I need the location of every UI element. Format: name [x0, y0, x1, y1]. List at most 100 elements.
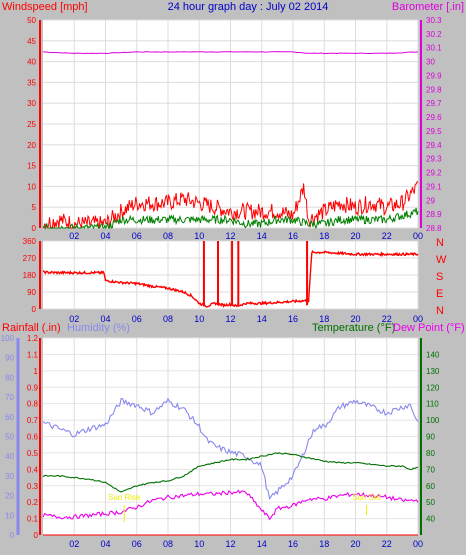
temperature-y-tick-label: 50 — [426, 498, 435, 507]
rain-y-tick-label: 0.7 — [27, 416, 39, 425]
humidity-y-tick-label: 20 — [5, 492, 14, 501]
wind-y-tick-label: 0 — [32, 224, 37, 233]
wind-y-tick-label: 25 — [27, 120, 36, 129]
humidity-y-tick-label: 40 — [5, 452, 14, 461]
wind-y-tick-label: 35 — [27, 78, 36, 87]
temperature-y-tick-label: 110 — [426, 400, 439, 409]
barometer-y-tick-label: 29.1 — [426, 182, 442, 191]
temp-x-tick-label: 18 — [319, 539, 329, 549]
temp-x-tick-label: 06 — [132, 539, 142, 549]
direction-y-tick-label: 270 — [23, 254, 37, 263]
rain-y-tick-label: 1.1 — [27, 350, 39, 359]
temperature-y-tick-label: 140 — [426, 350, 440, 359]
direction-x-tick-label: 08 — [163, 314, 173, 324]
wind-x-tick-label: 20 — [350, 231, 360, 241]
wind-x-tick-label: 10 — [194, 231, 204, 241]
rain-y-tick-label: 1.2 — [27, 334, 39, 343]
series-wind-direction — [42, 249, 419, 308]
direction-x-tick-label: 14 — [257, 314, 267, 324]
wind-y-tick-label: 10 — [27, 182, 36, 191]
rain-y-tick-label: 1 — [34, 367, 39, 376]
compass-label: S — [436, 271, 443, 283]
wind-y-tick-label: 45 — [27, 37, 36, 46]
dewpoint-axis-title: Dew Point (°F) — [393, 322, 465, 334]
compass-label: W — [436, 254, 447, 266]
barometer-y-tick-label: 29.5 — [426, 127, 442, 136]
barometer-y-tick-label: 30.3 — [426, 16, 442, 25]
humidity-y-tick-label: 30 — [5, 472, 14, 481]
sunrise-label: Sun Rise — [108, 493, 141, 502]
rain-y-tick-label: 0.3 — [27, 482, 39, 491]
wind-y-tick-label: 15 — [27, 162, 36, 171]
barometer-y-tick-label: 29 — [426, 196, 435, 205]
wind-x-tick-label: 02 — [69, 231, 79, 241]
wind-y-tick-label: 50 — [27, 16, 36, 25]
temp-x-tick-label: 22 — [382, 539, 392, 549]
direction-x-tick-label: 22 — [382, 314, 392, 324]
humidity-y-tick-label: 10 — [5, 511, 14, 520]
compass-label: N — [436, 237, 444, 249]
temperature-y-tick-label: 80 — [426, 449, 435, 458]
rainfall-axis-title: Rainfall (.in) — [2, 322, 61, 334]
barometer-y-tick-label: 29.2 — [426, 169, 442, 178]
wind-x-tick-label: 00 — [413, 231, 423, 241]
humidity-y-tick-label: 0 — [10, 531, 15, 540]
direction-y-tick-label: 180 — [23, 271, 37, 280]
rain-y-tick-label: 0.2 — [27, 498, 39, 507]
rain-y-tick-label: 0.9 — [27, 383, 39, 392]
barometer-y-tick-label: 30.1 — [426, 44, 442, 53]
barometer-y-tick-label: 29.7 — [426, 99, 442, 108]
temperature-y-tick-label: 120 — [426, 383, 440, 392]
temp-x-tick-label: 12 — [225, 539, 235, 549]
temp-x-tick-label: 20 — [350, 539, 360, 549]
direction-x-tick-label: 00 — [413, 314, 423, 324]
direction-x-tick-label: 20 — [350, 314, 360, 324]
barometer-axis-title: Barometer [.in] — [392, 1, 464, 13]
humidity-y-tick-label: 60 — [5, 413, 14, 422]
wind-x-tick-label: 06 — [132, 231, 142, 241]
series-temperature — [42, 452, 419, 493]
temperature-y-tick-label: 130 — [426, 367, 440, 376]
barometer-y-tick-label: 30.2 — [426, 30, 442, 39]
wind-x-tick-label: 22 — [382, 231, 392, 241]
wind-y-tick-label: 20 — [27, 141, 36, 150]
direction-x-tick-label: 06 — [132, 314, 142, 324]
barometer-y-tick-label: 29.8 — [426, 85, 442, 94]
humidity-y-tick-label: 100 — [1, 334, 15, 343]
humidity-y-tick-label: 80 — [5, 373, 14, 382]
temp-x-tick-label: 10 — [194, 539, 204, 549]
wind-y-tick-label: 5 — [32, 203, 37, 212]
wind-x-tick-label: 08 — [163, 231, 173, 241]
humidity-y-tick-label: 90 — [5, 354, 14, 363]
humidity-y-tick-label: 70 — [5, 393, 14, 402]
temperature-y-tick-label: 70 — [426, 465, 435, 474]
wind-x-tick-label: 14 — [257, 231, 267, 241]
direction-x-tick-label: 10 — [194, 314, 204, 324]
direction-y-tick-label: 90 — [27, 288, 36, 297]
series-dew-point — [42, 489, 419, 521]
direction-y-tick-label: 0 — [32, 305, 37, 314]
barometer-y-tick-label: 29.9 — [426, 71, 442, 80]
rain-y-tick-label: 0.5 — [27, 449, 39, 458]
wind-y-tick-label: 30 — [27, 99, 36, 108]
wind-x-tick-label: 18 — [319, 231, 329, 241]
barometer-y-tick-label: 29.3 — [426, 155, 442, 164]
temperature-y-tick-label: 90 — [426, 433, 435, 442]
barometer-y-tick-label: 28.9 — [426, 210, 442, 219]
direction-x-tick-label: 16 — [288, 314, 298, 324]
barometer-y-tick-label: 30 — [426, 58, 435, 67]
temp-x-tick-label: 16 — [288, 539, 298, 549]
wind-x-tick-label: 12 — [225, 231, 235, 241]
barometer-y-tick-label: 28.8 — [426, 224, 442, 233]
humidity-axis-title: Humidity (%) — [67, 322, 130, 334]
direction-x-tick-label: 18 — [319, 314, 329, 324]
direction-x-tick-label: 04 — [100, 314, 110, 324]
temperature-y-tick-label: 40 — [426, 515, 435, 524]
compass-label: N — [436, 305, 444, 317]
windspeed-axis-title: Windspeed [mph] — [2, 1, 88, 13]
wind-y-tick-label: 40 — [27, 58, 36, 67]
temp-x-tick-label: 08 — [163, 539, 173, 549]
rain-y-tick-label: 0 — [34, 531, 39, 540]
